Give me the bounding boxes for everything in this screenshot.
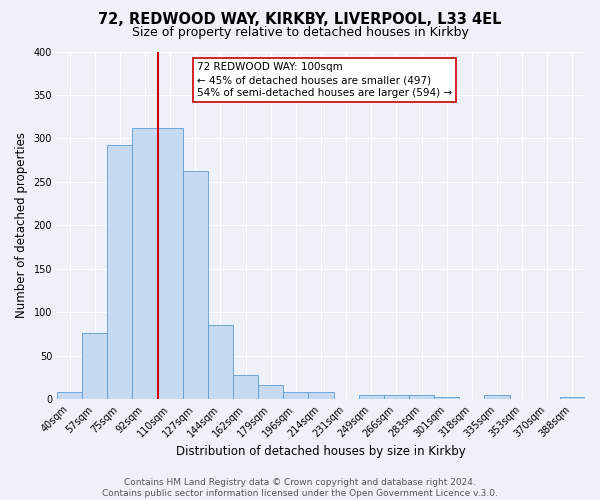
Text: 72, REDWOOD WAY, KIRKBY, LIVERPOOL, L33 4EL: 72, REDWOOD WAY, KIRKBY, LIVERPOOL, L33 …	[98, 12, 502, 28]
Bar	[434, 398, 459, 399]
Bar	[82, 333, 107, 399]
Text: 72 REDWOOD WAY: 100sqm
← 45% of detached houses are smaller (497)
54% of semi-de: 72 REDWOOD WAY: 100sqm ← 45% of detached…	[197, 62, 452, 98]
X-axis label: Distribution of detached houses by size in Kirkby: Distribution of detached houses by size …	[176, 444, 466, 458]
Bar	[484, 395, 509, 399]
Bar	[233, 375, 258, 399]
Bar	[158, 128, 183, 399]
Bar	[183, 170, 208, 399]
Y-axis label: Number of detached properties: Number of detached properties	[15, 132, 28, 318]
Bar	[409, 395, 434, 399]
Bar	[107, 146, 133, 399]
Text: Contains HM Land Registry data © Crown copyright and database right 2024.
Contai: Contains HM Land Registry data © Crown c…	[102, 478, 498, 498]
Bar	[133, 128, 158, 399]
Bar	[57, 392, 82, 399]
Bar	[359, 395, 384, 399]
Bar	[560, 398, 585, 399]
Bar	[208, 326, 233, 399]
Bar	[283, 392, 308, 399]
Bar	[308, 392, 334, 399]
Text: Size of property relative to detached houses in Kirkby: Size of property relative to detached ho…	[131, 26, 469, 39]
Bar	[258, 386, 283, 399]
Bar	[384, 395, 409, 399]
